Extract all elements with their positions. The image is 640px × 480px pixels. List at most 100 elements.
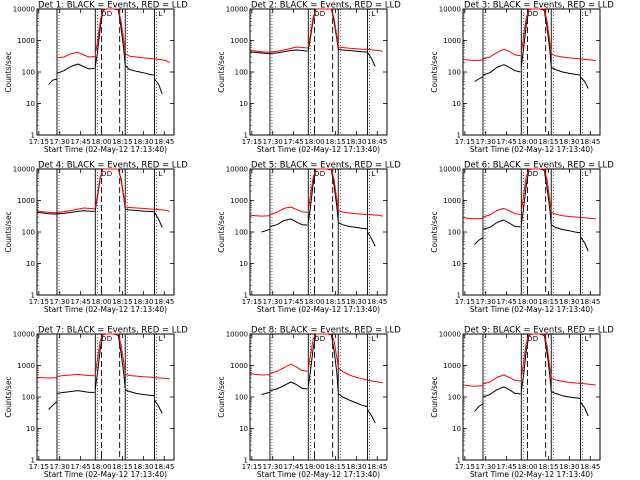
x-tick-label: 18:15 bbox=[112, 463, 132, 471]
y-tick-label: 1000 bbox=[230, 37, 248, 45]
x-tick-label: 18:30 bbox=[346, 298, 366, 306]
x-tick-label: 17:45 bbox=[497, 463, 517, 471]
x-tick-label: 17:15 bbox=[29, 138, 49, 146]
corner-mark: D bbox=[314, 10, 319, 18]
x-tick-label: 18:30 bbox=[559, 138, 579, 146]
plot-frame bbox=[462, 168, 601, 296]
x-tick-label: 18:15 bbox=[325, 463, 345, 471]
plot-frame bbox=[36, 333, 175, 461]
y-tick-label: 1 bbox=[457, 457, 461, 465]
events-series-line bbox=[337, 222, 368, 230]
corner-mark: L bbox=[584, 10, 588, 18]
x-axis-label: Start Time (02-May-12 17:13:40) bbox=[257, 470, 380, 479]
x-axis-label: Start Time (02-May-12 17:13:40) bbox=[44, 145, 167, 154]
corner-mark: L bbox=[158, 335, 162, 343]
x-tick-label: 18:00 bbox=[517, 298, 537, 306]
lld-series-line bbox=[482, 48, 521, 60]
y-tick-label: 1000 bbox=[443, 362, 461, 370]
lld-series-line bbox=[482, 374, 521, 385]
events-series-line bbox=[367, 409, 376, 424]
lld-series-line bbox=[269, 206, 308, 215]
panel-title: Det 9: BLACK = Events, RED = LLD bbox=[464, 326, 614, 336]
x-tick-label: 18:30 bbox=[559, 463, 579, 471]
corner-mark: D bbox=[533, 10, 538, 18]
x-axis-label: Start Time (02-May-12 17:13:40) bbox=[470, 305, 593, 314]
corner-mark: D bbox=[107, 10, 112, 18]
events-series-line bbox=[482, 219, 521, 230]
lld-series-line bbox=[338, 210, 368, 215]
x-tick-label: 17:45 bbox=[497, 298, 517, 306]
plot-frame bbox=[249, 333, 388, 461]
plot-frame bbox=[249, 8, 388, 136]
x-axis-label: Start Time (02-May-12 17:13:40) bbox=[257, 145, 380, 154]
x-tick-label: 18:15 bbox=[538, 298, 558, 306]
corner-mark: L bbox=[158, 10, 162, 18]
lld-series-line bbox=[37, 376, 57, 379]
y-tick-label: 10 bbox=[452, 100, 461, 108]
corner-mark: D bbox=[314, 170, 319, 178]
y-tick-label: 100 bbox=[448, 69, 461, 77]
events-series-line bbox=[474, 237, 483, 245]
x-tick-label: 18:15 bbox=[325, 138, 345, 146]
events-series-line bbox=[550, 66, 581, 76]
y-tick-label: 100 bbox=[235, 394, 248, 402]
corner-mark: D bbox=[107, 335, 112, 343]
lld-series-line bbox=[337, 367, 368, 381]
y-tick-label: 1000 bbox=[443, 37, 461, 45]
x-tick-label: 18:45 bbox=[580, 463, 600, 471]
corner-mark: L bbox=[371, 10, 375, 18]
y-tick-label: 100 bbox=[235, 229, 248, 237]
x-tick-label: 18:15 bbox=[538, 463, 558, 471]
lld-series-line bbox=[367, 379, 383, 384]
x-tick-label: 18:00 bbox=[91, 298, 111, 306]
y-tick-label: 10 bbox=[452, 425, 461, 433]
corner-mark: D bbox=[533, 170, 538, 178]
x-tick-label: 18:30 bbox=[559, 298, 579, 306]
y-tick-label: 10 bbox=[26, 260, 35, 268]
lld-series-line bbox=[550, 53, 581, 60]
x-tick-label: 17:45 bbox=[71, 298, 91, 306]
panel-title: Det 6: BLACK = Events, RED = LLD bbox=[464, 161, 614, 171]
panel-title: Det 1: BLACK = Events, RED = LLD bbox=[38, 1, 188, 11]
lld-series-line bbox=[250, 214, 270, 217]
corner-mark: D bbox=[533, 335, 538, 343]
lld-series-line bbox=[580, 216, 596, 220]
events-series-line bbox=[482, 386, 521, 398]
plot-frame bbox=[36, 8, 175, 136]
lld-series-line bbox=[482, 207, 521, 218]
events-series-line bbox=[338, 48, 368, 53]
y-tick-label: 100 bbox=[22, 69, 35, 77]
panel-title: Det 3: BLACK = Events, RED = LLD bbox=[464, 1, 614, 11]
x-tick-label: 17:30 bbox=[476, 463, 496, 471]
lld-series-line bbox=[307, 8, 339, 48]
x-tick-label: 17:15 bbox=[29, 463, 49, 471]
events-series-line bbox=[580, 76, 589, 89]
panel-title: Det 2: BLACK = Events, RED = LLD bbox=[251, 1, 401, 11]
corner-mark: D bbox=[527, 335, 532, 343]
x-tick-label: 17:45 bbox=[497, 138, 517, 146]
lld-series-line bbox=[269, 46, 308, 53]
lld-series-line bbox=[94, 333, 126, 374]
lld-series-line bbox=[250, 373, 270, 376]
lld-series-line bbox=[250, 50, 270, 53]
x-tick-label: 18:30 bbox=[346, 138, 366, 146]
y-tick-label: 10000 bbox=[13, 331, 35, 339]
x-tick-label: 17:30 bbox=[476, 138, 496, 146]
plot-frame bbox=[36, 168, 175, 296]
y-axis-label: Counts/sec bbox=[4, 376, 13, 417]
events-series-line bbox=[124, 65, 155, 76]
x-tick-label: 17:15 bbox=[242, 298, 262, 306]
lld-series-line bbox=[520, 8, 552, 54]
events-series-line bbox=[56, 390, 95, 394]
y-tick-label: 1 bbox=[31, 132, 35, 140]
lld-series-line bbox=[269, 363, 308, 374]
corner-mark: D bbox=[314, 335, 319, 343]
y-tick-label: 100 bbox=[22, 229, 35, 237]
events-series-line bbox=[269, 49, 308, 54]
events-series-line bbox=[154, 78, 163, 95]
events-series-line bbox=[550, 391, 581, 399]
lld-series-line bbox=[56, 51, 95, 59]
corner-mark: D bbox=[527, 10, 532, 18]
events-series-line bbox=[474, 403, 483, 412]
